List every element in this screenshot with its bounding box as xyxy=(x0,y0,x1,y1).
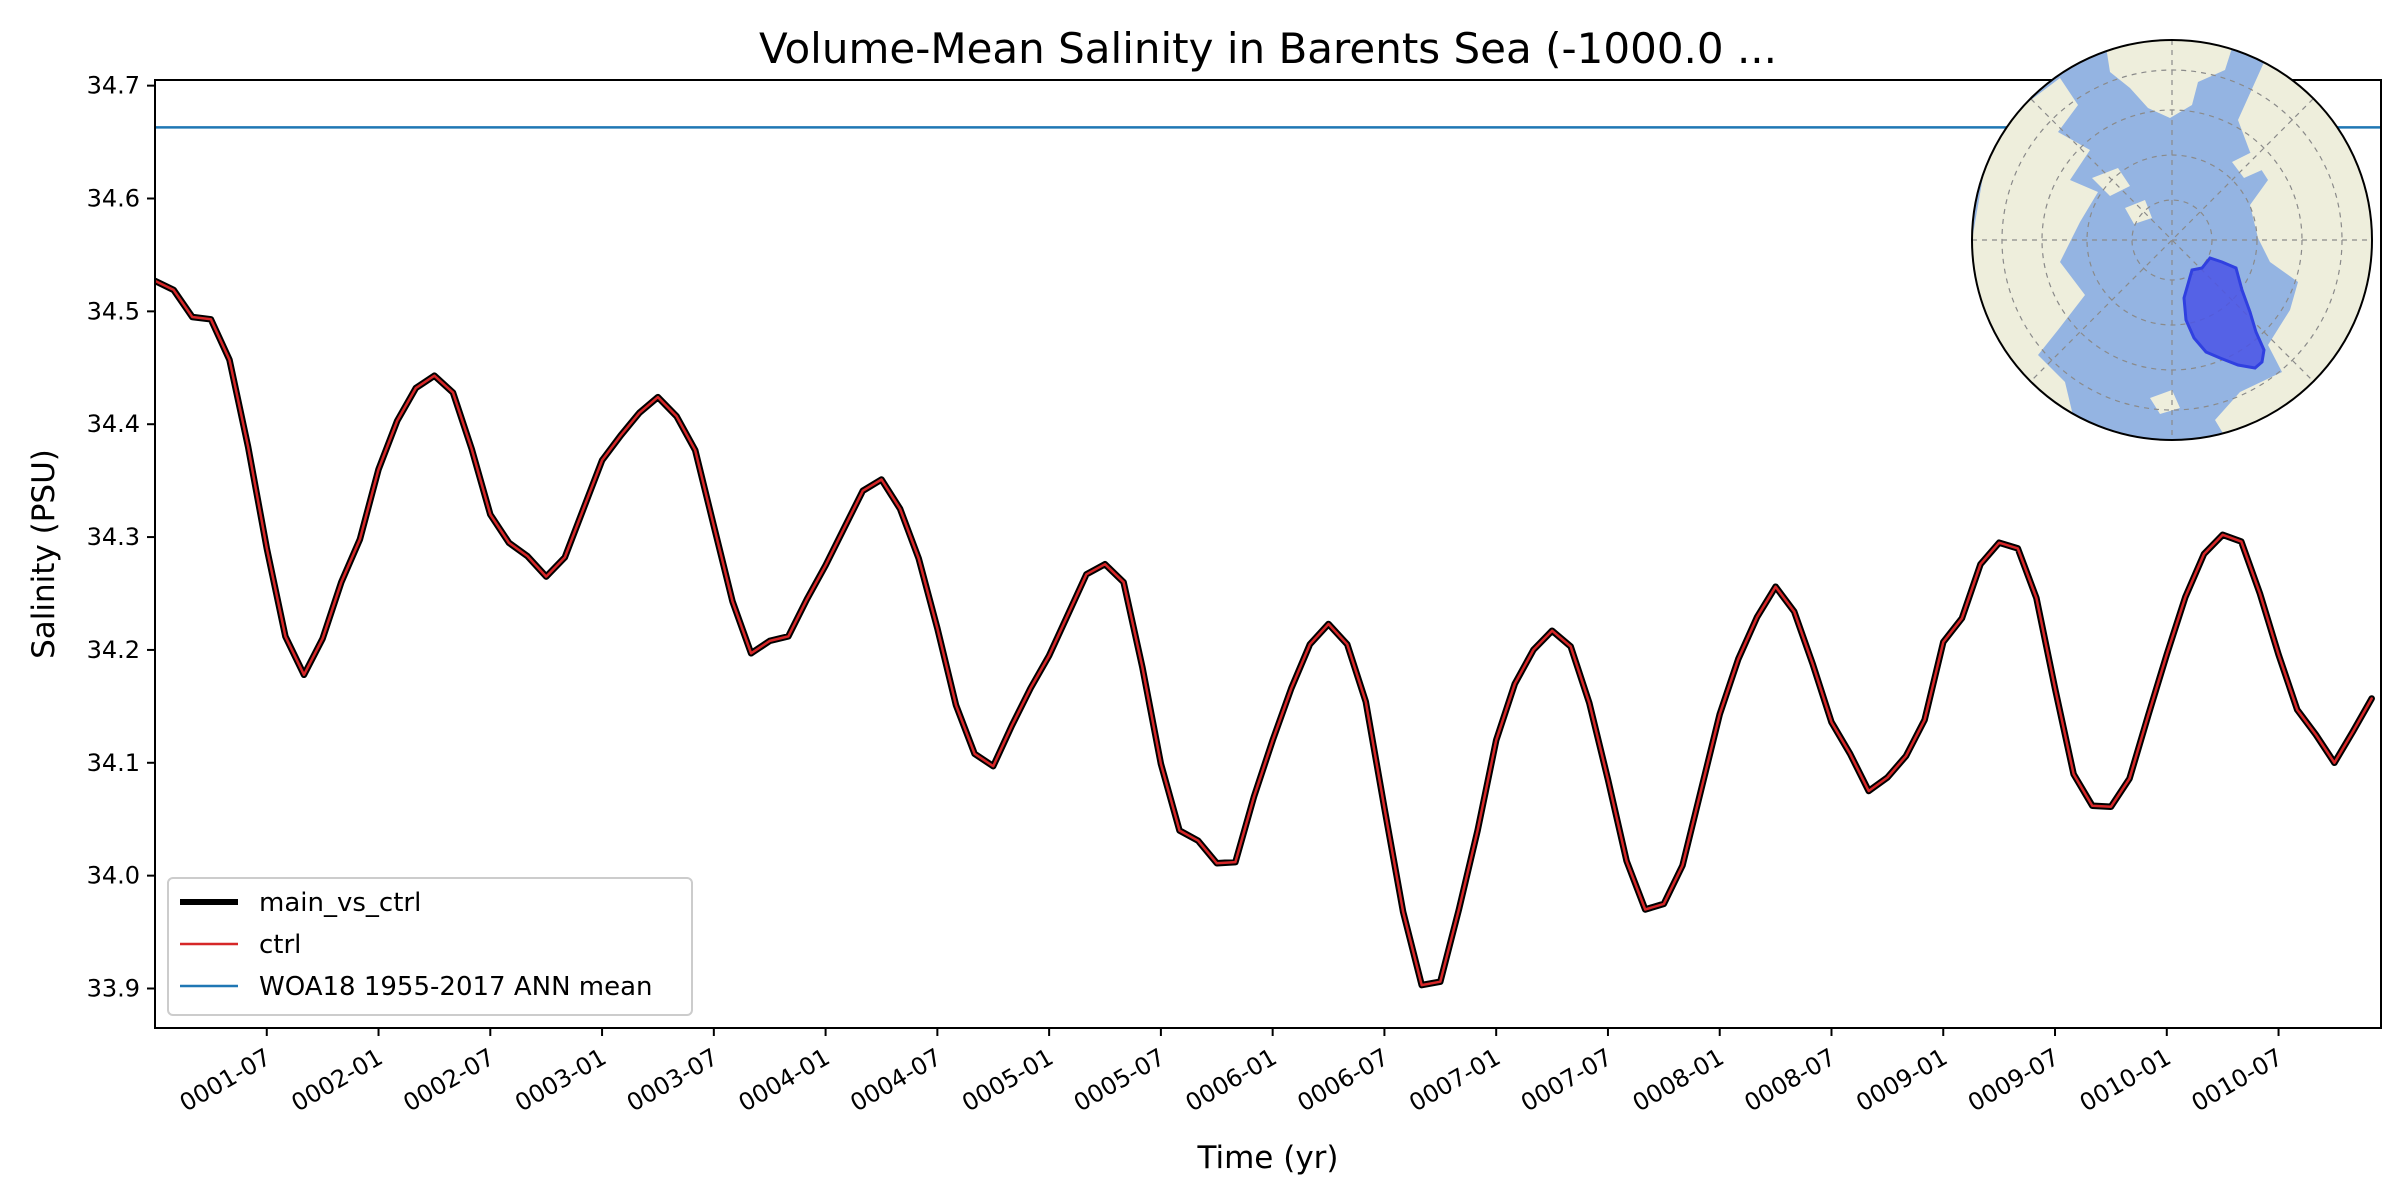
y-tick-label: 34.7 xyxy=(87,72,140,100)
plot-frame xyxy=(154,79,2382,1029)
region-inset-map xyxy=(1971,39,2373,441)
inset-land-eurasia xyxy=(2215,60,2372,440)
y-tick-label: 34.5 xyxy=(87,297,140,325)
series-ctrl-line xyxy=(155,279,2373,987)
x-axis-title: Time (yr) xyxy=(1197,1140,1339,1176)
y-tick-label: 34.2 xyxy=(87,636,140,664)
legend-label-main-vs-ctrl: main_vs_ctrl xyxy=(259,888,421,918)
inset-border xyxy=(1971,39,2373,441)
y-tick-label: 34.6 xyxy=(87,185,140,213)
legend-box xyxy=(167,877,693,1016)
y-tick-label: 34.3 xyxy=(87,523,140,551)
legend-label-woa18: WOA18 1955-2017 ANN mean xyxy=(259,972,653,1002)
inset-land-islands xyxy=(2092,152,2262,414)
legend-label-ctrl: ctrl xyxy=(259,930,301,960)
chart-title: Volume-Mean Salinity in Barents Sea (-10… xyxy=(759,24,1777,73)
y-tick-label: 33.9 xyxy=(87,975,140,1003)
y-axis: 33.9 34.0 34.1 34.2 34.3 34.4 34.5 34.6 34.7 xyxy=(87,72,155,1003)
inset-land-greenland xyxy=(2105,40,2232,118)
y-tick-label: 34.0 xyxy=(87,862,140,890)
y-tick-label: 34.4 xyxy=(87,410,140,438)
inset-highlighted-region xyxy=(2182,256,2266,370)
y-tick-label: 34.1 xyxy=(87,749,140,777)
y-axis-title: Salinity (PSU) xyxy=(26,449,62,659)
legend: main_vs_ctrl ctrl WOA18 1955-2017 ANN me… xyxy=(167,877,693,1016)
